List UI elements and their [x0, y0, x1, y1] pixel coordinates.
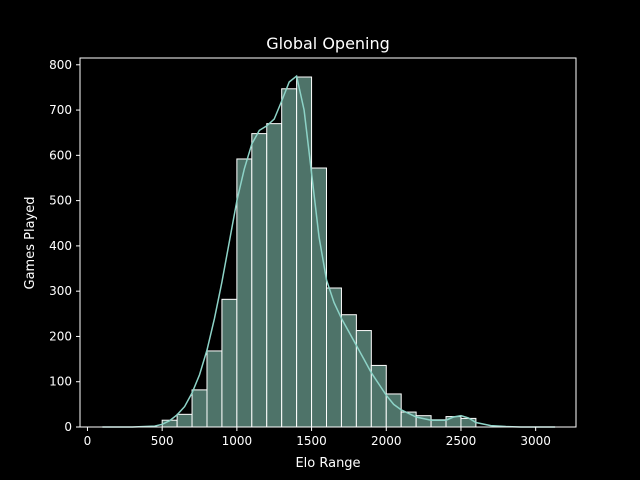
y-tick-label: 300 — [49, 284, 72, 298]
y-tick-label: 200 — [49, 329, 72, 343]
histogram-bar — [460, 417, 477, 428]
histogram-bar — [221, 298, 238, 428]
y-tick-label: 800 — [49, 58, 72, 72]
y-tick-label: 500 — [49, 194, 72, 208]
histogram-bar — [281, 88, 298, 428]
histogram-bar — [266, 123, 283, 428]
x-tick-label: 0 — [84, 434, 92, 448]
y-tick-label: 400 — [49, 239, 72, 253]
x-tick-label: 1000 — [222, 434, 253, 448]
plot-frame — [79, 57, 577, 428]
y-tick-label: 600 — [49, 148, 72, 162]
x-axis-label: Elo Range — [295, 456, 360, 471]
y-tick-label: 0 — [64, 420, 72, 434]
y-axis-ticks: 0 100 200 300 400 500 600 700 800 — [49, 58, 80, 434]
y-axis-label: Games Played — [23, 197, 38, 290]
histogram-bar — [311, 167, 328, 428]
histogram-bar — [370, 364, 387, 428]
x-axis-ticks: 0 500 1000 1500 2000 2500 3000 — [84, 427, 551, 448]
histogram-bar — [236, 158, 253, 428]
histogram-bar — [251, 133, 268, 428]
histogram-bars — [161, 76, 477, 428]
histogram-bar — [176, 413, 193, 428]
x-tick-label: 2500 — [446, 434, 477, 448]
kde-curve — [102, 74, 556, 428]
histogram-bar — [191, 389, 208, 428]
histogram-bar — [296, 76, 313, 428]
y-tick-label: 100 — [49, 375, 72, 389]
x-tick-label: 3000 — [520, 434, 551, 448]
histogram-bar — [206, 350, 223, 428]
chart-title: Global Opening — [266, 34, 390, 53]
histogram-bar — [355, 330, 372, 428]
x-tick-label: 2000 — [371, 434, 402, 448]
x-tick-label: 1500 — [296, 434, 327, 448]
histogram-bar — [445, 416, 462, 428]
y-tick-label: 700 — [49, 103, 72, 117]
histogram-bar — [400, 411, 417, 428]
x-tick-label: 500 — [151, 434, 174, 448]
histogram-bar — [326, 287, 342, 428]
